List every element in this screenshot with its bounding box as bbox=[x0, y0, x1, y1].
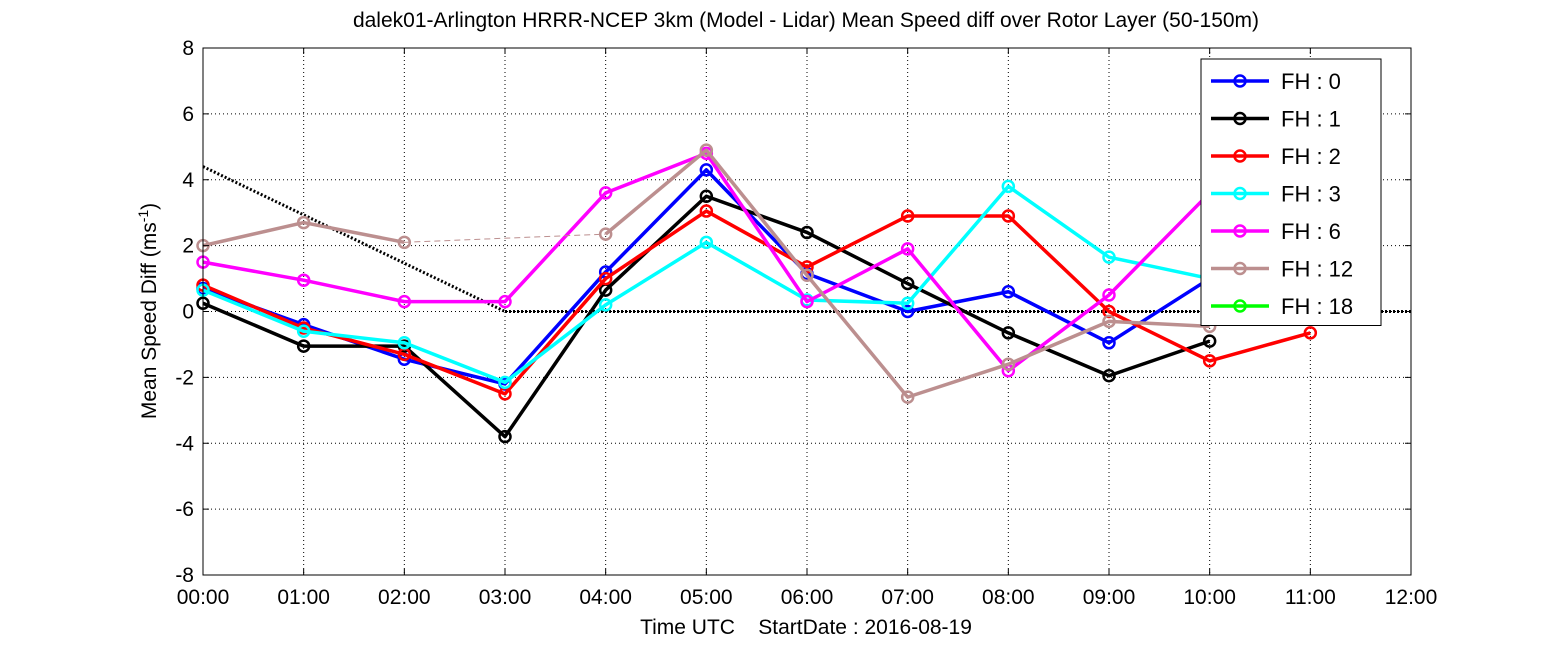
legend-label: FH : 18 bbox=[1281, 294, 1353, 319]
series-line bbox=[202, 151, 1211, 373]
series-line bbox=[202, 209, 1311, 396]
data-point bbox=[296, 339, 311, 353]
data-point bbox=[1001, 284, 1016, 299]
x-tick-label: 04:00 bbox=[579, 586, 632, 609]
x-tick-label: 08:00 bbox=[982, 586, 1035, 609]
legend-label: FH : 12 bbox=[1281, 257, 1353, 282]
data-point bbox=[1303, 326, 1318, 340]
y-tick-label: 8 bbox=[182, 37, 194, 60]
legend-label: FH : 0 bbox=[1281, 69, 1341, 94]
series-line bbox=[202, 220, 405, 248]
data-point bbox=[598, 271, 613, 286]
data-point bbox=[598, 186, 613, 200]
data-point bbox=[498, 375, 512, 390]
data-point bbox=[1001, 326, 1016, 340]
x-tick-label: 12:00 bbox=[1385, 586, 1438, 609]
legend-swatch-marker bbox=[1233, 74, 1247, 88]
x-tick-label: 09:00 bbox=[1083, 586, 1136, 609]
data-point bbox=[1102, 314, 1116, 329]
series-group bbox=[196, 143, 1217, 404]
x-tick-label: 03:00 bbox=[479, 586, 532, 609]
data-point bbox=[1202, 354, 1217, 368]
y-tick-label: -6 bbox=[175, 498, 194, 521]
y-tick-label: 0 bbox=[182, 301, 194, 324]
legend-label: FH : 3 bbox=[1281, 182, 1341, 207]
data-point bbox=[800, 225, 814, 240]
axis-ticks bbox=[202, 47, 1412, 576]
series-group bbox=[196, 204, 1318, 401]
x-tick-label: 00:00 bbox=[177, 586, 230, 609]
y-axis-label-superscript: -1 bbox=[135, 210, 151, 223]
data-point bbox=[296, 215, 311, 230]
data-point bbox=[800, 294, 814, 309]
data-point bbox=[296, 273, 311, 287]
y-tick-label: 4 bbox=[182, 169, 194, 192]
data-point bbox=[1102, 336, 1116, 350]
x-tick-label: 10:00 bbox=[1183, 586, 1236, 609]
series-lines bbox=[196, 143, 1318, 444]
data-point bbox=[900, 304, 915, 319]
data-point bbox=[699, 143, 714, 157]
data-point bbox=[498, 294, 512, 309]
data-point bbox=[397, 336, 412, 350]
data-point bbox=[800, 268, 814, 283]
legend-swatch-marker bbox=[1233, 186, 1247, 201]
data-point bbox=[699, 204, 714, 218]
data-point bbox=[699, 235, 714, 250]
data-point bbox=[1102, 288, 1116, 302]
data-point bbox=[498, 429, 512, 444]
legend-label: FH : 6 bbox=[1281, 219, 1341, 244]
legend-swatch-marker bbox=[1233, 261, 1247, 276]
x-tick-label: 02:00 bbox=[378, 586, 431, 609]
y-tick-labels: -8 -6 -4 -2 0 2 4 6 8 bbox=[175, 37, 194, 587]
data-point bbox=[900, 276, 915, 291]
legend-swatch-marker bbox=[1233, 299, 1247, 313]
legend-label: FH : 2 bbox=[1281, 144, 1341, 169]
data-point bbox=[1102, 368, 1116, 383]
data-point bbox=[397, 294, 412, 309]
y-axis-label: Mean Speed Diff (ms-1) bbox=[135, 203, 161, 419]
y-tick-label: -2 bbox=[175, 366, 194, 389]
y-tick-label: -4 bbox=[175, 432, 194, 455]
legend-swatch-marker bbox=[1233, 224, 1247, 238]
x-tick-labels: 00:00 01:00 02:00 03:00 04:00 05:00 06:00 07:00… bbox=[177, 586, 1438, 609]
y-tick-label: 6 bbox=[182, 103, 194, 126]
x-tick-label: 07:00 bbox=[881, 586, 934, 609]
data-point bbox=[397, 235, 412, 250]
x-tick-label: 11:00 bbox=[1285, 586, 1336, 609]
data-point bbox=[900, 296, 915, 311]
legend: FH : 0 FH : 1 FH : 2 FH : 3 FH : 6 FH : 12 FH … bbox=[1200, 58, 1382, 326]
data-point bbox=[900, 209, 915, 223]
chart-title: dalek01-Arlington HRRR-NCEP 3km (Model -… bbox=[353, 9, 1259, 32]
x-tick-label: 01:00 bbox=[277, 586, 330, 609]
data-point bbox=[1202, 334, 1217, 348]
y-tick-label: 2 bbox=[182, 235, 194, 258]
data-point bbox=[1001, 357, 1016, 371]
x-tick-label: 05:00 bbox=[680, 586, 733, 609]
series-gap-line bbox=[404, 233, 606, 243]
data-point bbox=[900, 242, 915, 256]
legend-label: FH : 1 bbox=[1281, 107, 1341, 132]
data-point bbox=[1001, 209, 1016, 223]
data-point bbox=[900, 390, 915, 404]
data-point bbox=[699, 189, 714, 203]
data-point bbox=[296, 324, 311, 339]
y-tick-label: -8 bbox=[175, 564, 194, 587]
x-axis-label: Time UTC StartDate : 2016-08-19 bbox=[640, 616, 972, 639]
legend-swatch-marker bbox=[1233, 149, 1247, 163]
data-point bbox=[598, 227, 613, 241]
y-axis-label-end: ) bbox=[138, 203, 161, 210]
data-point bbox=[598, 298, 613, 312]
legend-swatch-marker bbox=[1233, 111, 1247, 126]
series-line bbox=[604, 148, 1210, 399]
y-axis-label-main: Mean Speed Diff (ms bbox=[138, 222, 161, 419]
x-tick-label: 06:00 bbox=[781, 586, 834, 609]
series-line bbox=[202, 184, 1211, 385]
data-point bbox=[1102, 250, 1116, 264]
data-point bbox=[699, 163, 714, 177]
data-point bbox=[1001, 179, 1016, 194]
